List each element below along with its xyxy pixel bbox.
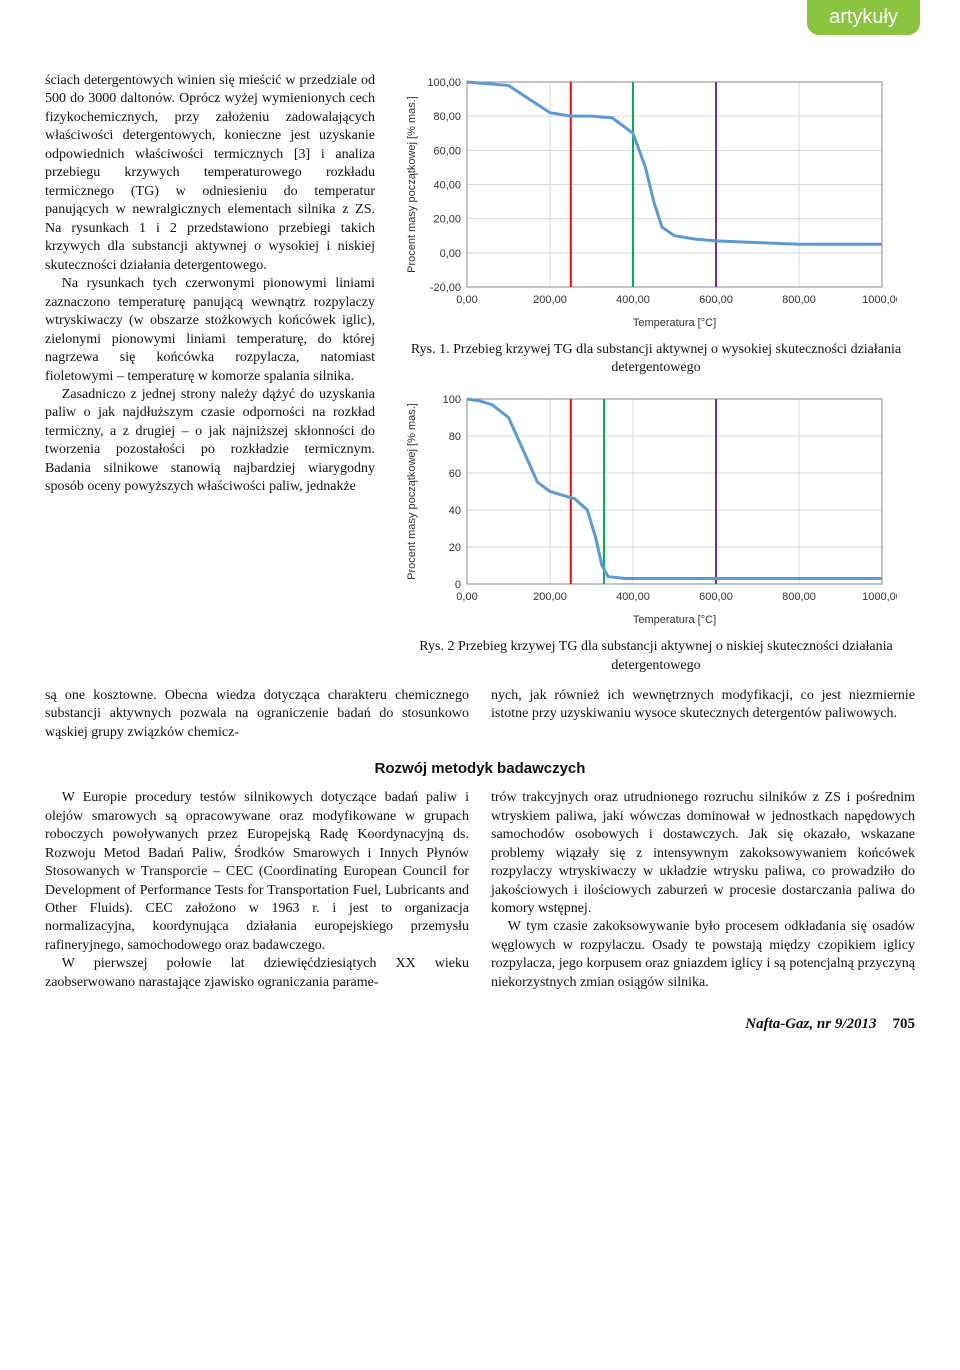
svg-text:80,00: 80,00 [433,111,461,123]
svg-text:20,00: 20,00 [433,214,461,226]
section-heading: Rozwój metodyk badawczych [45,760,915,777]
svg-text:0,00: 0,00 [440,248,461,260]
svg-text:600,00: 600,00 [699,294,733,306]
sec2-right-b: W tym czasie zakoksowywanie było procese… [491,918,915,992]
svg-text:200,00: 200,00 [533,591,567,603]
svg-text:Procent masy początkowej [% ma: Procent masy początkowej [% mas.] [406,404,418,581]
svg-text:Temperatura [°C]: Temperatura [°C] [633,317,716,329]
svg-text:40,00: 40,00 [433,180,461,192]
svg-text:0: 0 [455,579,461,591]
svg-text:-20,00: -20,00 [430,282,461,294]
svg-text:100,00: 100,00 [427,77,461,89]
page-number: 705 [893,1016,916,1033]
svg-text:0,00: 0,00 [456,591,477,603]
chart-2: 0204060801000,00200,00400,00600,00800,00… [397,389,915,674]
svg-text:200,00: 200,00 [533,294,567,306]
svg-text:Temperatura [°C]: Temperatura [°C] [633,614,716,626]
section2-two-col: W Europie procedury testów silnikowych d… [45,789,915,992]
para-1: ściach detergentowych winien się mieścić… [45,72,375,275]
right-figure-column: -20,000,0020,0040,0060,0080,00100,000,00… [397,72,915,687]
svg-text:800,00: 800,00 [782,591,816,603]
chart-1: -20,000,0020,0040,0060,0080,00100,000,00… [397,72,915,377]
svg-text:400,00: 400,00 [616,591,650,603]
sec2-right-a: trów trakcyjnych oraz utrudnionego rozru… [491,789,915,918]
svg-text:40: 40 [449,505,461,517]
para-3: Zasadniczo z jednej strony należy dążyć … [45,386,375,497]
svg-text:400,00: 400,00 [616,294,650,306]
sec2-right: trów trakcyjnych oraz utrudnionego rozru… [491,789,915,992]
section-tab: artykuły [807,0,920,35]
svg-text:0,00: 0,00 [456,294,477,306]
lower-right-text: nych, jak również ich wewnętrznych modyf… [491,688,915,721]
svg-text:60: 60 [449,468,461,480]
sec2-left-b: W pierwszej połowie lat dziewięćdziesiąt… [45,955,469,992]
journal-name: Nafta-Gaz, nr 9/2013 [745,1016,876,1033]
left-text-column: ściach detergentowych winien się mieścić… [45,72,375,687]
svg-text:Procent masy początkowej [% ma: Procent masy początkowej [% mas.] [406,96,418,273]
svg-text:1000,00: 1000,00 [862,294,897,306]
svg-text:100: 100 [443,394,461,406]
svg-text:20: 20 [449,542,461,554]
chart-1-caption: Rys. 1. Przebieg krzywej TG dla substanc… [397,341,915,377]
svg-text:600,00: 600,00 [699,591,733,603]
chart-2-caption: Rys. 2 Przebieg krzywej TG dla substancj… [397,638,915,674]
svg-text:80: 80 [449,431,461,443]
sec2-left: W Europie procedury testów silnikowych d… [45,789,469,992]
page-footer: Nafta-Gaz, nr 9/2013 705 [45,1016,915,1033]
para-2: Na rysunkach tych czerwonymi pionowymi l… [45,275,375,386]
lower-right: nych, jak również ich wewnętrznych modyf… [491,687,915,742]
lower-left-text: są one kosztowne. Obecna wiedza dotycząc… [45,688,469,740]
svg-text:1000,00: 1000,00 [862,591,897,603]
sec2-left-a: W Europie procedury testów silnikowych d… [45,789,469,955]
svg-text:800,00: 800,00 [782,294,816,306]
svg-text:60,00: 60,00 [433,145,461,157]
lower-two-col: są one kosztowne. Obecna wiedza dotycząc… [45,687,915,742]
lower-left: są one kosztowne. Obecna wiedza dotycząc… [45,687,469,742]
